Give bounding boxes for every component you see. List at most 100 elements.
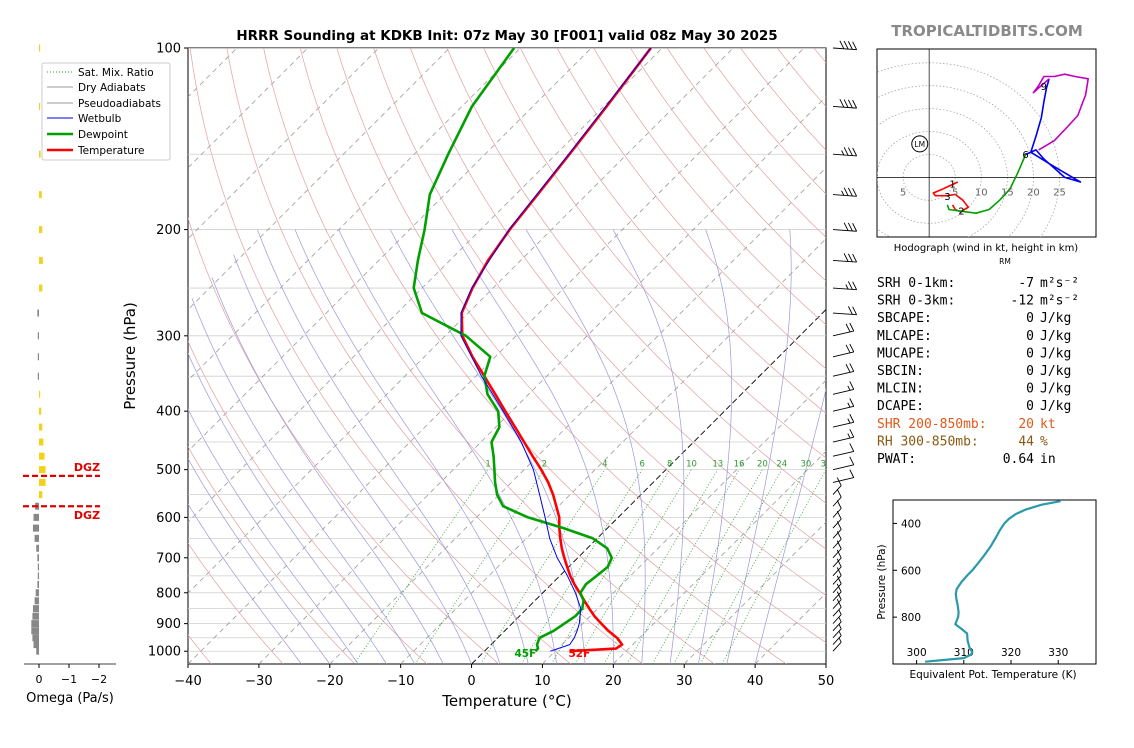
barb-flag [847,222,853,232]
omega-bar [36,544,39,552]
wind-barb [832,398,855,412]
index-unit: J/kg [1040,364,1071,379]
mixing-ratio-label: 1 [485,460,490,470]
pseudoadiabat-line [188,458,331,664]
hodograph-height-label: 2 [958,206,964,217]
barb-shaft [832,477,854,483]
wind-barb [832,443,855,457]
barb-flag [836,567,842,576]
barb-flag [852,223,858,232]
index-name: SRH 0-3km: [877,294,955,309]
dry-adiabat-line [703,48,826,195]
index-name: MLCAPE: [877,329,932,344]
wind-barb [832,343,855,358]
dgz-label: DGZ [74,461,100,474]
omega-bar [31,627,39,635]
wind-barb [832,549,842,568]
legend: Sat. Mix. Ratio Dry Adiabats Pseudoadiab… [41,62,171,161]
x-tick-label: −40 [174,674,201,689]
dry-adiabat-line [409,48,826,550]
omega-bar [39,407,42,415]
omega-bar [34,597,39,605]
index-name: MLCIN: [877,382,924,397]
barb-flag [847,187,853,197]
index-value: 0 [1026,399,1034,414]
theta-e-frame [892,499,1097,665]
barb-shaft [832,496,842,507]
dry-adiabat-line [263,48,715,664]
barb-flag [843,222,849,231]
barb-shaft [832,47,857,51]
hodograph [877,49,1096,237]
mixing-ratio-line [673,469,783,664]
dry-adiabat-line [188,217,500,664]
isotherm-line [471,308,826,664]
omega-bar [36,647,39,655]
hodograph-ring-label: 15 [1001,187,1014,198]
wind-barb [832,381,855,395]
omega-bar [33,641,39,649]
dry-adiabat-line [299,48,787,664]
theta-e-y-tick-label: 400 [901,518,921,530]
barb-flag [836,549,842,559]
omega-bar [32,605,39,613]
index-unit: % [1040,434,1048,449]
omega-bar [39,102,41,110]
barb-flag [847,433,851,439]
wind-barb [832,531,842,549]
barb-shaft [832,518,842,529]
barb-shaft [832,389,854,395]
barb-shaft [832,641,842,652]
dry-adiabat-line [556,48,826,370]
barb-shaft [832,464,854,471]
y-tick-label: 400 [156,405,181,420]
omega-bar [37,353,39,361]
pseudoadiabat-line [188,408,359,664]
barb-flag [849,363,855,372]
omega-bar [39,390,41,398]
omega-bar [39,452,45,460]
hodograph-lm-label: LM [914,140,925,149]
barb-flag [852,99,858,109]
wind-barb [832,510,842,529]
barb-flag [845,364,851,373]
barb-flag [849,398,855,407]
barb-shaft [832,628,842,639]
pseudoadiabat-line [525,229,646,664]
wind-barb [832,617,842,632]
omega-bar [37,332,39,340]
isotherm-line [258,96,826,664]
pseudoadiabat-line [726,229,792,664]
index-unit: m²s⁻² [1040,276,1079,291]
index-unit: kt [1040,417,1056,432]
y-tick-label: 800 [156,586,181,601]
wind-barb [832,99,858,109]
x-tick-label: 30 [676,674,693,689]
barb-flag [836,558,842,568]
wind-barb [832,322,855,337]
isotherm-line [188,48,521,381]
y-tick-label: 900 [156,617,181,632]
barb-shaft [832,153,857,157]
wind-barb [832,477,842,495]
index-unit: J/kg [1040,329,1071,344]
hodograph-ring-label: 10 [975,187,988,198]
series-dewpoint [412,48,614,653]
series-wetbulb [460,48,652,652]
barb-flag [847,41,853,50]
dry-adiabat-line [593,48,826,326]
omega-bar [31,620,39,628]
index-value: 0.64 [1003,452,1034,467]
index-name: MUCAPE: [877,346,932,361]
x-tick-label: −20 [316,674,343,689]
barb-flag [849,443,855,452]
pseudoadiabat-line [188,352,387,664]
barb-flag [849,414,855,423]
omega-bar [39,44,41,52]
x-tick-label: −10 [387,674,414,689]
omega-bar [32,612,39,620]
barb-flag [849,381,855,390]
hodograph-frame [876,48,1097,238]
